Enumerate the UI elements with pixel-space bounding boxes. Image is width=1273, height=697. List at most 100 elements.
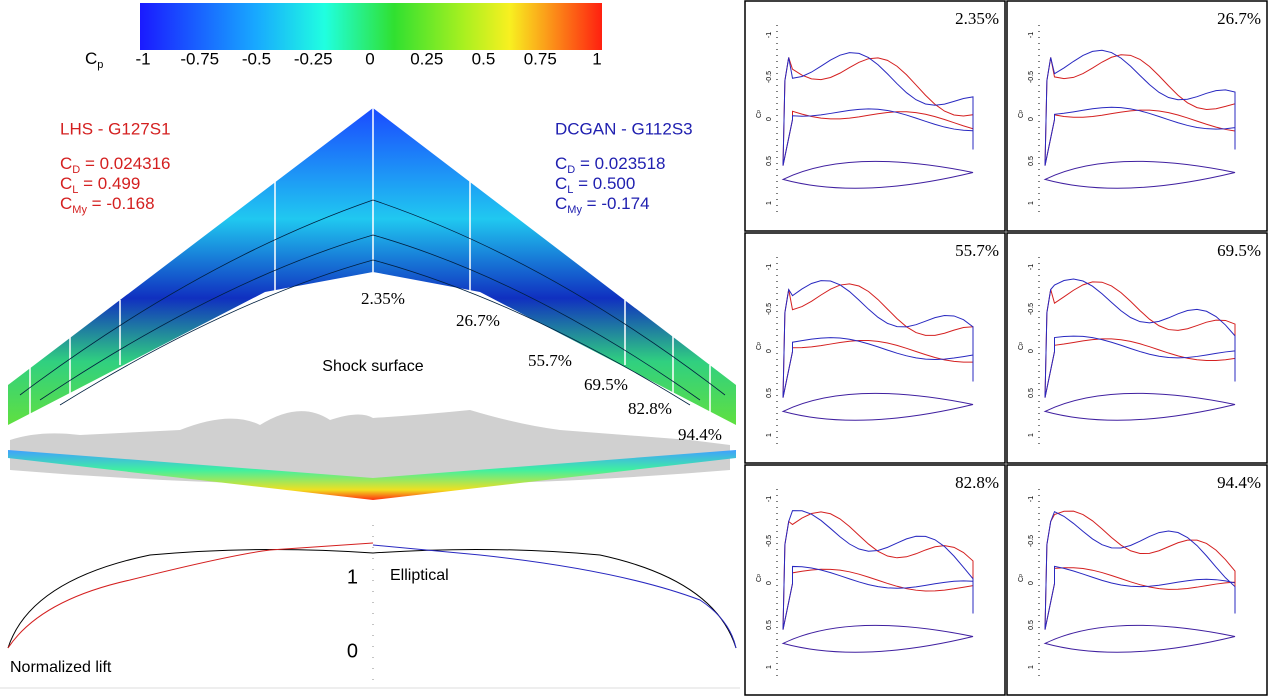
panel-tick: -0.5 <box>766 535 773 547</box>
panel-ylabel: Cp <box>1018 574 1025 582</box>
ylabel-sub: p <box>756 110 762 113</box>
lift-label: Normalized lift <box>10 659 112 676</box>
coef-symbol: C <box>555 194 567 213</box>
section-label: 94.4% <box>678 425 722 444</box>
panel-tick: 0 <box>1028 117 1035 121</box>
ylabel-symbol: C <box>756 113 763 118</box>
panel-tick: 1 <box>1028 433 1035 437</box>
coef-sub: My <box>72 204 87 216</box>
coef-text: = 0.499 <box>78 174 140 193</box>
cp-curve <box>1044 49 1236 166</box>
ylabel-symbol: C <box>1018 113 1025 118</box>
ylabel-symbol: C <box>756 345 763 350</box>
panel-tick: 1 <box>766 433 773 437</box>
airfoil <box>781 160 974 189</box>
panel-frame <box>1006 232 1268 464</box>
coef-text: = 0.024316 <box>80 154 170 173</box>
panel-frame <box>744 232 1006 464</box>
cp-curve <box>782 283 974 398</box>
panel-tick: 0 <box>766 349 773 353</box>
panel-tick: 0.5 <box>1028 388 1035 398</box>
panel-tick: 1 <box>766 201 773 205</box>
coef-symbol: C <box>60 194 72 213</box>
ylabel-sub: p <box>756 342 762 345</box>
coef-text: = -0.168 <box>87 194 155 213</box>
panel-tick: -1 <box>1028 32 1035 38</box>
dcgan-lift <box>372 544 737 649</box>
panel-frame <box>744 0 1006 232</box>
ylabel-sub: p <box>1018 574 1024 577</box>
colorbar <box>140 3 602 50</box>
colorbar-tick: 0.25 <box>410 49 443 68</box>
elliptical-curve <box>7 548 737 649</box>
cp-curve <box>1044 510 1236 630</box>
coefficient: CL = 0.499 <box>60 174 140 195</box>
panel-tick: -1 <box>766 264 773 270</box>
coef-symbol: C <box>555 154 567 173</box>
panel-tick: -1 <box>766 496 773 502</box>
colorbar-tick: 1 <box>592 49 601 68</box>
panel-tick: 0 <box>766 581 773 585</box>
colorbar-tick: 0.75 <box>524 49 557 68</box>
panel-ylabel: Cp <box>1018 342 1025 350</box>
cp-curve <box>782 52 974 166</box>
panel-title: 94.4% <box>1217 473 1261 492</box>
panel-title: 82.8% <box>955 473 999 492</box>
colorbar-tick: 0.5 <box>472 49 496 68</box>
ylabel-symbol: C <box>1018 577 1025 582</box>
lift-tick: 0 <box>347 640 358 662</box>
coef-symbol: C <box>60 154 72 173</box>
panel-tick: 1 <box>766 665 773 669</box>
section-label: 82.8% <box>628 399 672 418</box>
colorbar-tick: -1 <box>135 49 150 68</box>
coef-symbol: C <box>60 174 72 193</box>
section-label: 69.5% <box>584 375 628 394</box>
cp-curve <box>782 57 974 166</box>
colorbar-tick: 0 <box>365 49 374 68</box>
panel-tick: 1 <box>1028 201 1035 205</box>
ylabel-symbol: C <box>756 577 763 582</box>
panel-tick: -0.5 <box>766 71 773 83</box>
coef-sub: L <box>567 184 573 196</box>
panel-tick: 0 <box>766 117 773 121</box>
section-label: 2.35% <box>361 289 405 308</box>
panel-title: 69.5% <box>1217 241 1261 260</box>
panel-ylabel: Cp <box>756 342 763 350</box>
coefficient: CD = 0.024316 <box>60 154 171 175</box>
panel-tick: 0.5 <box>1028 620 1035 630</box>
shock-band <box>8 450 736 500</box>
coefficient: CMy = -0.174 <box>555 194 650 215</box>
coefficient: CL = 0.500 <box>555 174 635 195</box>
cp-curve <box>782 511 974 630</box>
panel-tick: -1 <box>766 32 773 38</box>
section-label: 26.7% <box>456 311 500 330</box>
coef-sub: My <box>567 204 582 216</box>
airfoil <box>1043 160 1236 189</box>
coef-symbol: C <box>555 174 567 193</box>
panel-frame <box>1006 0 1268 232</box>
shock-surface <box>10 410 730 485</box>
panel-tick: 0.5 <box>766 388 773 398</box>
panel-tick: -1 <box>1028 496 1035 502</box>
elliptical-label: Elliptical <box>390 567 449 584</box>
panel-tick: 1 <box>1028 665 1035 669</box>
coef-sub: D <box>72 164 80 176</box>
panel-tick: -1 <box>1028 264 1035 270</box>
panel-ylabel: Cp <box>1018 110 1025 118</box>
panel-frame <box>1006 464 1268 696</box>
cp-curve <box>1044 281 1236 398</box>
airfoil <box>781 392 974 421</box>
panel-tick: -0.5 <box>766 303 773 315</box>
coefficient: CD = 0.023518 <box>555 154 666 175</box>
ylabel-symbol: C <box>1018 345 1025 350</box>
wing <box>8 108 736 425</box>
colorbar-tick: -0.75 <box>180 49 219 68</box>
case-name: DCGAN - G112S3 <box>555 119 693 138</box>
airfoil <box>1043 392 1236 421</box>
lhs-lift <box>7 542 374 649</box>
coef-sub: L <box>72 184 78 196</box>
airfoil <box>781 624 974 653</box>
panel-ylabel: Cp <box>756 574 763 582</box>
coef-text: = 0.023518 <box>575 154 665 173</box>
